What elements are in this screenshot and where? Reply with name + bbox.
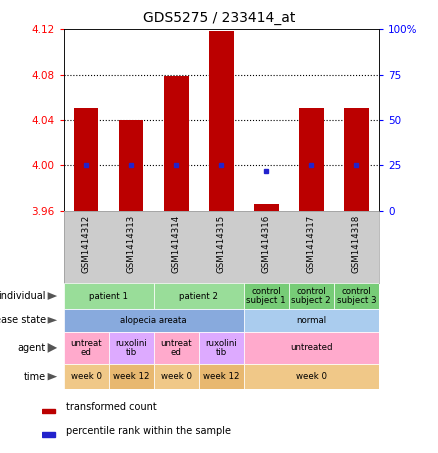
Bar	[74, 108, 99, 211]
Bar	[334, 283, 379, 309]
Bar	[289, 283, 334, 309]
Bar	[154, 364, 199, 389]
Text: percentile rank within the sample: percentile rank within the sample	[66, 426, 231, 436]
Bar	[244, 283, 289, 309]
Text: GSM1414318: GSM1414318	[352, 214, 361, 273]
Bar	[154, 283, 244, 309]
Bar	[119, 120, 144, 211]
Text: time: time	[24, 371, 46, 382]
Polygon shape	[48, 373, 57, 381]
Bar	[299, 108, 324, 211]
Text: GSM1414314: GSM1414314	[172, 214, 180, 273]
Text: agent: agent	[18, 343, 46, 353]
Polygon shape	[48, 317, 57, 323]
Text: ruxolini
tib: ruxolini tib	[115, 338, 147, 357]
Bar	[199, 364, 244, 389]
Bar	[64, 309, 244, 332]
Bar	[244, 332, 379, 364]
Bar	[164, 76, 188, 211]
Bar	[244, 309, 379, 332]
Text: control
subject 2: control subject 2	[291, 287, 331, 305]
Bar	[109, 364, 154, 389]
Text: untreat
ed: untreat ed	[70, 338, 102, 357]
Text: normal: normal	[296, 316, 326, 325]
Bar	[64, 364, 109, 389]
Text: GSM1414312: GSM1414312	[81, 214, 91, 273]
Polygon shape	[48, 343, 57, 353]
Text: week 0: week 0	[71, 372, 102, 381]
Bar	[209, 31, 233, 211]
Text: transformed count: transformed count	[66, 402, 157, 412]
Bar	[344, 108, 369, 211]
Text: week 12: week 12	[113, 372, 149, 381]
Text: GDS5275 / 233414_at: GDS5275 / 233414_at	[143, 11, 295, 25]
Text: alopecia areata: alopecia areata	[120, 316, 187, 325]
Bar	[64, 332, 109, 364]
Text: GSM1414313: GSM1414313	[127, 214, 136, 273]
Bar	[154, 332, 199, 364]
Text: control
subject 3: control subject 3	[336, 287, 376, 305]
Text: GSM1414317: GSM1414317	[307, 214, 316, 273]
Bar	[254, 204, 279, 211]
Text: GSM1414315: GSM1414315	[217, 214, 226, 273]
Text: week 0: week 0	[296, 372, 327, 381]
Text: untreated: untreated	[290, 343, 332, 352]
Bar	[244, 364, 379, 389]
Text: disease state: disease state	[0, 315, 46, 325]
Bar	[109, 332, 154, 364]
Text: patient 2: patient 2	[179, 292, 218, 300]
Bar	[42, 409, 55, 413]
Polygon shape	[48, 292, 57, 300]
Text: week 0: week 0	[161, 372, 192, 381]
Text: untreat
ed: untreat ed	[160, 338, 192, 357]
Text: control
subject 1: control subject 1	[247, 287, 286, 305]
Text: individual: individual	[0, 291, 46, 301]
Text: ruxolini
tib: ruxolini tib	[205, 338, 237, 357]
Bar	[199, 332, 244, 364]
Bar	[64, 283, 154, 309]
Text: GSM1414316: GSM1414316	[262, 214, 271, 273]
Text: week 12: week 12	[203, 372, 240, 381]
Bar	[42, 432, 55, 437]
Text: patient 1: patient 1	[89, 292, 128, 300]
